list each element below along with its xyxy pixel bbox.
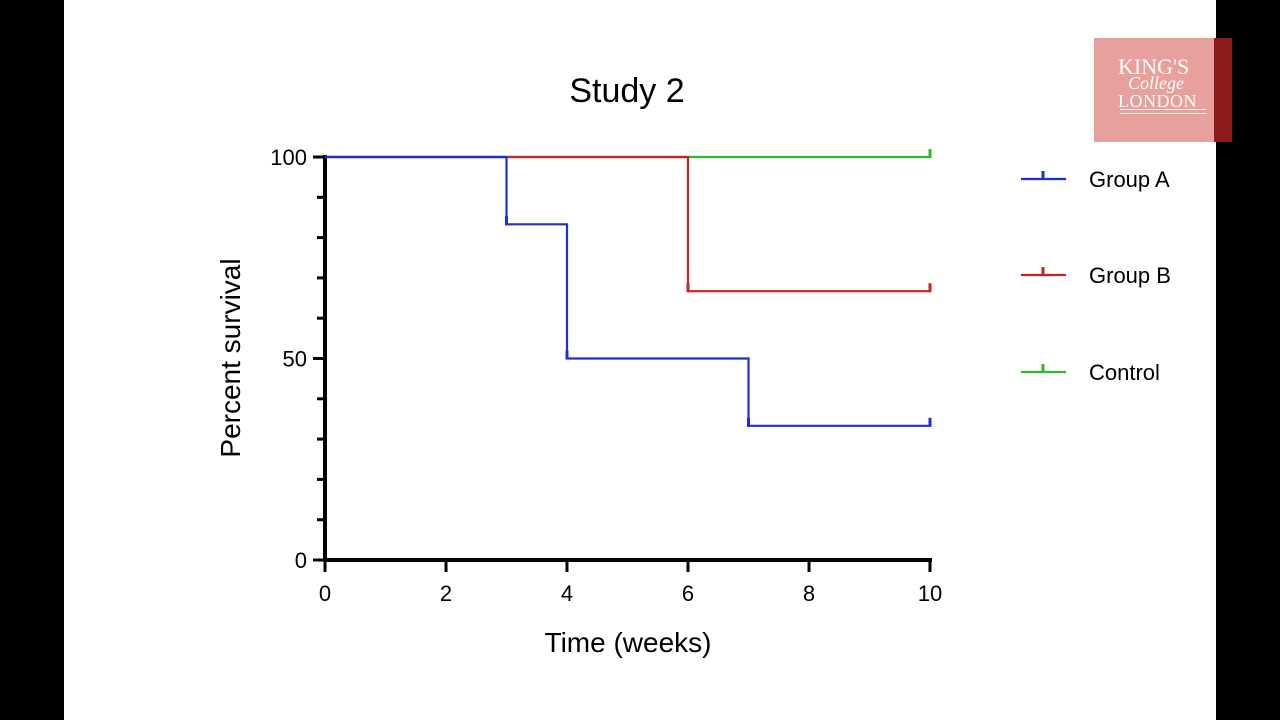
x-tick-label: 0 [319,581,331,606]
series-group-a-line [325,155,930,427]
y-axis-label: Percent survival [215,258,246,457]
y-tick-label: 100 [270,145,307,170]
x-tick-label: 2 [440,581,452,606]
kings-college-logo: KING'S College LONDON [1094,38,1232,142]
logo-rule-2 [1120,113,1206,114]
chart-axes: 0 50 100 0 2 4 6 8 10 [270,145,942,606]
legend-control-label: Control [1089,360,1160,385]
x-tick-label: 6 [682,581,694,606]
legend-group-b-label: Group B [1089,263,1171,288]
logo-line-3: LONDON [1118,91,1197,111]
chart-title: Study 2 [569,72,684,110]
logo-rule-1 [1120,109,1206,110]
logo-line-2: College [1128,73,1184,93]
y-tick-label: 0 [295,548,307,573]
series-group-b-line [325,155,930,293]
logo-line-1: KING'S [1118,54,1190,79]
logo-text: KING'S College LONDON [1118,54,1214,111]
x-tick-label: 8 [803,581,815,606]
slide [64,0,1216,720]
x-axis-label: Time (weeks) [545,627,712,658]
chart-series [325,149,932,427]
x-tick-label: 10 [918,581,942,606]
chart-legend: Group A Group B Control [1021,167,1171,385]
logo-edge [1214,38,1232,142]
y-tick-label: 50 [283,347,307,372]
x-tick-label: 4 [561,581,573,606]
legend-group-a-label: Group A [1089,167,1170,192]
